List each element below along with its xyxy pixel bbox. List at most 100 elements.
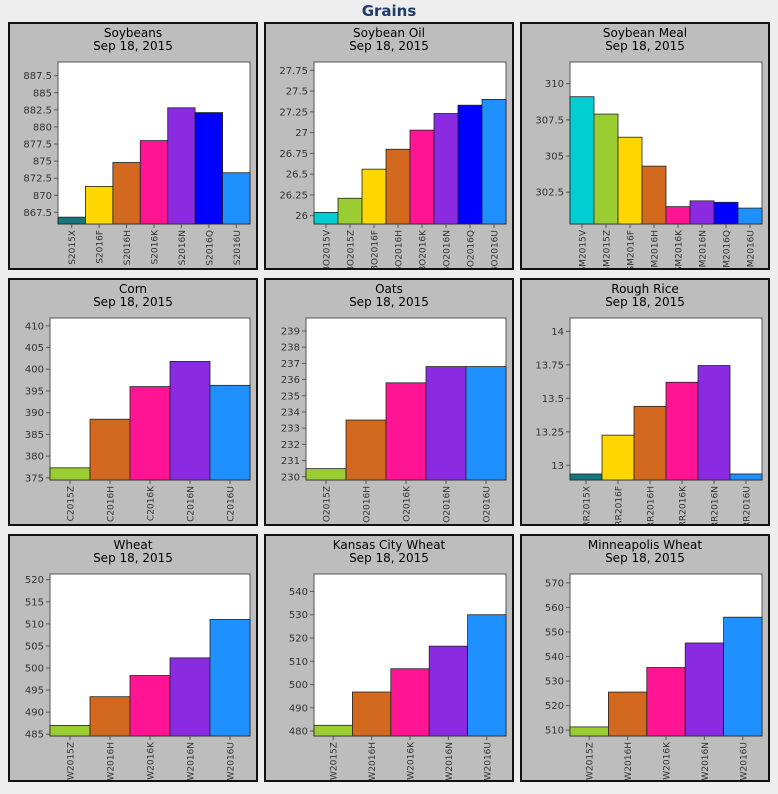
y-tick-label: 510 xyxy=(289,657,308,668)
bar-chart: 510 520 530 540 550 560 570 MW2015Z MW2016H MW201… xyxy=(545,573,763,780)
y-tick-label: 520 xyxy=(289,634,308,645)
y-tick-label: 380 xyxy=(25,452,44,463)
chart-subtitle: Sep 18, 2015 xyxy=(605,551,685,565)
bar-sm2016n xyxy=(689,200,715,225)
x-tick-label: RR2016N xyxy=(711,486,721,524)
chart-title: Soybeans xyxy=(103,26,163,40)
y-tick-label: 230 xyxy=(281,472,300,483)
x-tick-label: O2015Z xyxy=(323,486,333,522)
bar-kw2016u xyxy=(467,614,507,737)
y-tick-label: 307.5 xyxy=(535,115,564,126)
x-tick-label: SM2015V xyxy=(579,229,589,268)
y-tick-label: 400 xyxy=(25,365,44,376)
bar-c2016n xyxy=(169,361,211,481)
bar-rr2016f xyxy=(601,434,635,481)
y-tick-label: 236 xyxy=(281,375,300,386)
chart-title: Wheat xyxy=(113,538,153,552)
chart-subtitle: Sep 18, 2015 xyxy=(349,551,429,565)
bar-bo2016f xyxy=(361,168,387,225)
y-tick-label: 237 xyxy=(281,359,300,370)
bar-chart: 375 380 385 390 395 400 405 410 C2015Z C2016H C201… xyxy=(25,317,251,522)
y-tick-label: 867.5 xyxy=(23,208,52,219)
bar-rr2016k xyxy=(665,381,699,481)
bar-w2016h xyxy=(89,696,131,737)
y-tick-label: 26 xyxy=(295,211,308,222)
y-tick-label: 26.75 xyxy=(279,149,308,160)
y-tick-label: 540 xyxy=(289,587,308,598)
y-tick-label: 885 xyxy=(33,88,52,99)
x-tick-label: S2016K xyxy=(151,229,161,265)
y-tick-label: 235 xyxy=(281,391,300,402)
chart-title: Soybean Oil xyxy=(353,26,425,40)
y-tick-label: 302.5 xyxy=(535,188,564,199)
x-tick-label: O2016U xyxy=(483,486,493,523)
x-tick-label: BO2016Q xyxy=(467,230,477,268)
chart-subtitle: Sep 18, 2015 xyxy=(349,295,429,309)
y-tick-label: 27.5 xyxy=(286,87,308,98)
y-tick-label: 395 xyxy=(25,386,44,397)
y-tick-label: 490 xyxy=(289,703,308,714)
bar-c2016k xyxy=(129,386,171,481)
y-tick-label: 880 xyxy=(33,122,52,133)
x-tick-label: RR2016U xyxy=(743,486,753,524)
bar-mw2015z xyxy=(569,726,609,737)
y-tick-label: 26.5 xyxy=(286,170,308,181)
bar-chart: 480 490 500 510 520 530 540 KW2015Z KW2016H KW201… xyxy=(289,573,507,780)
y-tick-label: 490 xyxy=(25,708,44,719)
bar-c2016h xyxy=(89,418,131,481)
bar-w2015z xyxy=(49,725,91,737)
y-tick-label: 385 xyxy=(25,430,44,441)
page-title: Grains xyxy=(361,2,417,20)
bar-bo2015v xyxy=(313,211,339,225)
x-tick-label: MW2016U xyxy=(739,742,749,780)
x-tick-label: MW2016K xyxy=(663,741,673,780)
bar-mw2016k xyxy=(646,667,686,737)
y-tick-label: 13.75 xyxy=(535,360,564,371)
x-tick-label: BO2016N xyxy=(443,230,453,268)
chart-subtitle: Sep 18, 2015 xyxy=(93,39,173,53)
x-tick-label: BO2016U xyxy=(491,230,501,268)
y-tick-label: 26.25 xyxy=(279,190,308,201)
chart-panel-corn: Corn Sep 18, 2015 375 380 385 390 395 400 405 410… xyxy=(8,278,258,526)
y-tick-label: 13.5 xyxy=(542,394,564,405)
chart-panel-wheat: Wheat Sep 18, 2015 485 490 495 500 505 510 515 52… xyxy=(8,534,258,782)
x-tick-label: C2015Z xyxy=(67,486,77,521)
y-tick-label: 560 xyxy=(545,603,564,614)
x-tick-label: S2016N xyxy=(178,230,188,265)
bar-mw2016n xyxy=(684,642,724,737)
y-tick-label: 500 xyxy=(25,664,44,675)
chart-title: Kansas City Wheat xyxy=(332,538,446,552)
y-tick-label: 13.25 xyxy=(535,427,564,438)
bar-bo2016k xyxy=(409,129,435,225)
y-tick-label: 540 xyxy=(545,652,564,663)
x-tick-label: BO2016K xyxy=(419,229,429,268)
chart-title: Rough Rice xyxy=(611,282,679,296)
y-tick-label: 887.5 xyxy=(23,71,52,82)
y-tick-label: 375 xyxy=(25,473,44,484)
x-tick-label: W2016H xyxy=(107,742,117,780)
bar-sm2016q xyxy=(713,201,739,225)
y-tick-label: 410 xyxy=(25,321,44,332)
chart-subtitle: Sep 18, 2015 xyxy=(605,39,685,53)
bar-sm2015z xyxy=(593,113,619,225)
bar-s2016q xyxy=(194,112,223,225)
x-tick-label: SM2015Z xyxy=(603,230,613,268)
bar-o2016h xyxy=(345,419,387,481)
x-tick-label: RR2015X xyxy=(583,486,593,524)
x-tick-label: KW2015Z xyxy=(330,742,340,780)
bar-chart: 485 490 495 500 505 510 515 520 W2015Z W2016H W201… xyxy=(25,573,251,780)
x-tick-label: SM2016K xyxy=(675,229,685,268)
bar-o2016u xyxy=(465,366,507,481)
y-tick-label: 520 xyxy=(545,701,564,712)
bar-kw2015z xyxy=(313,724,353,737)
x-tick-label: KW2016H xyxy=(368,742,378,780)
x-tick-label: MW2016H xyxy=(624,742,634,780)
bar-sm2015v xyxy=(569,96,595,225)
x-tick-label: RR2016F xyxy=(615,486,625,524)
chart-title: Corn xyxy=(118,282,148,296)
y-tick-label: 485 xyxy=(25,730,44,741)
bar-kw2016h xyxy=(352,691,392,737)
y-tick-label: 231 xyxy=(281,456,300,467)
y-tick-label: 13 xyxy=(551,461,564,472)
chart-panel-kansas-city-wheat: Kansas City Wheat Sep 18, 2015 480 490 500 51… xyxy=(264,534,514,782)
